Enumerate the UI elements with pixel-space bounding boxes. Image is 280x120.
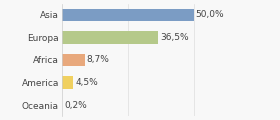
- Bar: [62, 9, 193, 21]
- Bar: [62, 76, 73, 89]
- Text: 0,2%: 0,2%: [64, 101, 87, 110]
- Text: 4,5%: 4,5%: [76, 78, 98, 87]
- Bar: [62, 31, 158, 44]
- Bar: [62, 54, 85, 66]
- Text: 36,5%: 36,5%: [160, 33, 189, 42]
- Text: 8,7%: 8,7%: [87, 55, 109, 64]
- Text: 50,0%: 50,0%: [196, 10, 224, 19]
